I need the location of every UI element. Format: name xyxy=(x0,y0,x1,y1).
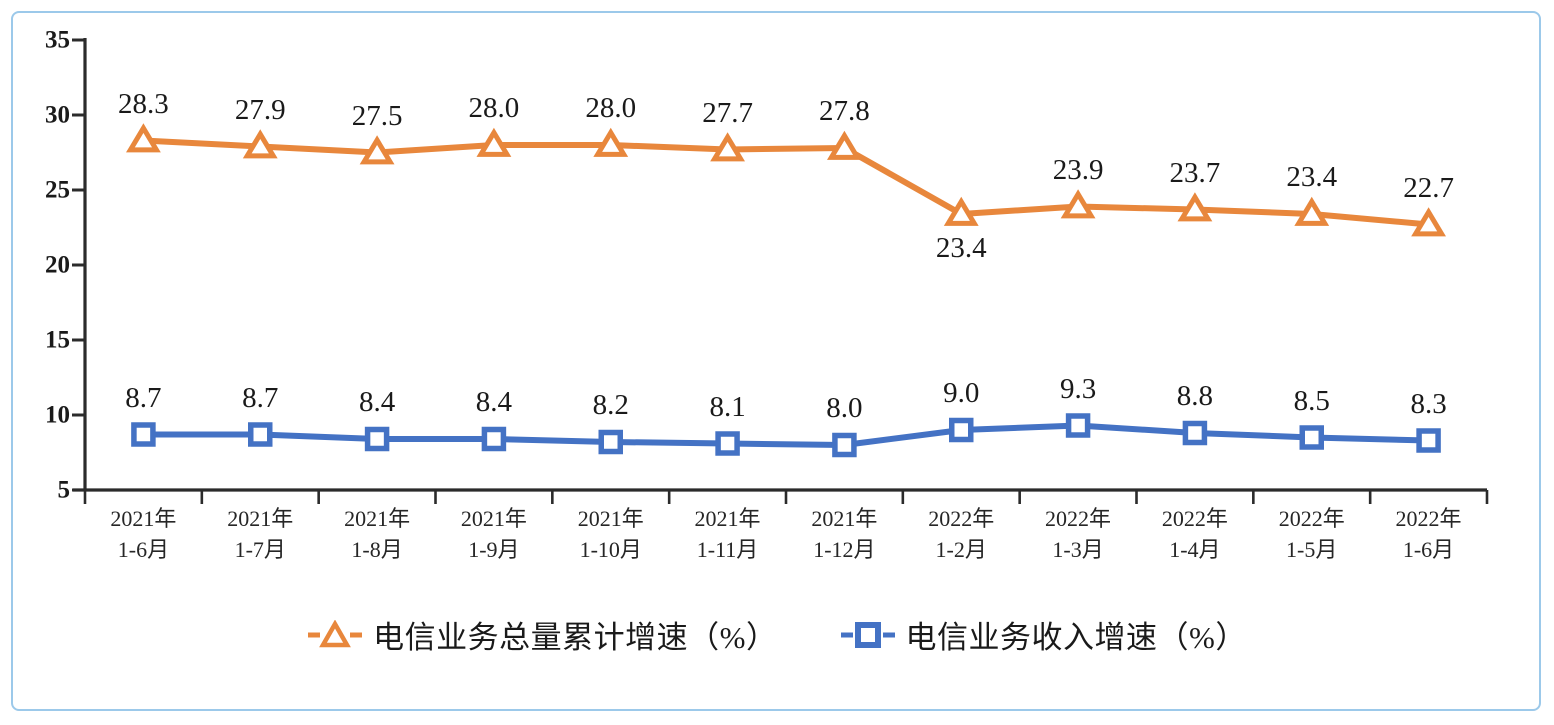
data-point-label: 23.4 xyxy=(1286,161,1338,193)
y-axis-tick-label: 30 xyxy=(45,101,70,129)
data-point-label: 8.4 xyxy=(358,386,396,418)
data-point-label: 8.3 xyxy=(1410,387,1447,420)
x-axis-category-label: 2021年 1-11月 xyxy=(694,506,761,563)
legend-item-1[interactable]: 电信业务总量累计增速（%） xyxy=(307,612,777,657)
series-marker-square xyxy=(131,422,156,447)
y-axis-tick-label: 35 xyxy=(45,26,70,54)
y-axis-tick-label: 20 xyxy=(45,251,70,279)
data-point-label: 22.7 xyxy=(1403,171,1454,204)
data-point-label: 8.0 xyxy=(826,392,863,424)
series-marker-triangle xyxy=(126,123,161,153)
data-point-label: 28.0 xyxy=(585,92,637,124)
y-axis-tick-label: 15 xyxy=(45,326,70,354)
x-axis-category-label: 2021年 1-7月 xyxy=(227,506,294,563)
legend-marker-triangle xyxy=(319,619,352,647)
data-point-label: 28.3 xyxy=(118,87,169,120)
data-point-label: 8.8 xyxy=(1176,380,1214,412)
series-marker-square xyxy=(1065,413,1091,438)
x-axis-category-labels: 2021年 1-6月 2021年 1-7月 2021年 1-8月 2021年 1-9月… xyxy=(85,503,1487,583)
y-axis-tick-labels: 35 30 25 20 15 10 5 xyxy=(14,0,70,725)
data-point-label: 8.5 xyxy=(1293,384,1330,417)
data-point-label: 27.8 xyxy=(819,95,870,127)
series-marker-square xyxy=(715,431,740,456)
data-point-label: 23.4 xyxy=(935,232,987,264)
series-marker-triangle xyxy=(1411,207,1446,237)
legend-square-icon xyxy=(840,621,895,648)
legend-label: 电信业务总量累计增速（%） xyxy=(373,620,778,655)
x-axis-category-label: 2022年 1-3月 xyxy=(1045,506,1112,563)
series-marker-square xyxy=(1416,428,1441,453)
y-axis-tick-label: 25 xyxy=(45,176,70,204)
series-marker-triangle xyxy=(1177,192,1213,222)
legend-marker-square xyxy=(854,621,881,648)
series-marker-square xyxy=(481,426,507,452)
chart-legend: 电信业务总量累计增速（%） 电信业务收入增速（%） xyxy=(0,612,1554,657)
data-point-label: 9.3 xyxy=(1059,372,1097,405)
data-point-label: 8.7 xyxy=(125,381,162,414)
x-axis-category-label: 2021年 1-12月 xyxy=(811,506,878,563)
series-marker-square xyxy=(832,432,857,458)
chart-frame-border xyxy=(11,11,1541,711)
series-line-2 xyxy=(140,422,1432,448)
series-marker-triangle xyxy=(1294,196,1330,226)
data-point-label: 8.1 xyxy=(709,390,746,423)
legend-triangle-icon xyxy=(308,619,363,647)
y-axis-tick-label: 10 xyxy=(45,401,70,429)
series-marker-triangle xyxy=(1060,189,1096,219)
data-point-label: 23.7 xyxy=(1169,156,1221,189)
data-point-label: 9.0 xyxy=(943,377,980,409)
data-point-label: 27.9 xyxy=(234,93,286,126)
x-axis-category-label: 2021年 1-6月 xyxy=(110,506,177,563)
series-marker-triangle xyxy=(710,132,745,162)
x-axis-category-label: 2022年 1-4月 xyxy=(1161,506,1228,563)
series-marker-triangle xyxy=(476,127,512,157)
legend-label: 电信业务收入增速（%） xyxy=(905,620,1247,655)
series-marker-square xyxy=(1182,420,1208,446)
data-point-label: 8.7 xyxy=(242,381,279,414)
x-axis-category-label: 2022年 1-2月 xyxy=(928,506,995,563)
series-marker-square xyxy=(1299,425,1324,450)
series-marker-square xyxy=(598,429,623,455)
series-marker-triangle xyxy=(943,196,979,226)
x-axis-category-label: 2021年 1-9月 xyxy=(460,506,527,563)
series-marker-square xyxy=(364,426,390,452)
series-marker-triangle xyxy=(827,130,862,160)
x-axis-category-label: 2021年 1-8月 xyxy=(344,506,411,563)
x-axis-category-label: 2022年 1-6月 xyxy=(1395,506,1462,563)
data-point-label: 28.0 xyxy=(468,92,520,124)
series-marker-triangle xyxy=(359,135,395,165)
x-axis-category-label: 2022年 1-5月 xyxy=(1278,506,1345,563)
y-axis-tick-label: 5 xyxy=(57,476,71,504)
series-marker-triangle xyxy=(593,127,629,157)
series-marker-square xyxy=(248,422,273,447)
series-line-1 xyxy=(140,137,1432,228)
series-marker-square xyxy=(949,417,974,443)
data-point-label: 23.9 xyxy=(1052,153,1104,186)
x-axis-category-label: 2021年 1-10月 xyxy=(577,506,644,563)
legend-item-2[interactable]: 电信业务收入增速（%） xyxy=(840,612,1247,657)
data-point-label: 27.7 xyxy=(702,96,753,129)
data-point-label: 8.2 xyxy=(592,389,629,421)
series-marker-triangle xyxy=(242,129,278,159)
data-point-label: 8.4 xyxy=(475,386,513,418)
data-point-label: 27.5 xyxy=(351,99,403,132)
